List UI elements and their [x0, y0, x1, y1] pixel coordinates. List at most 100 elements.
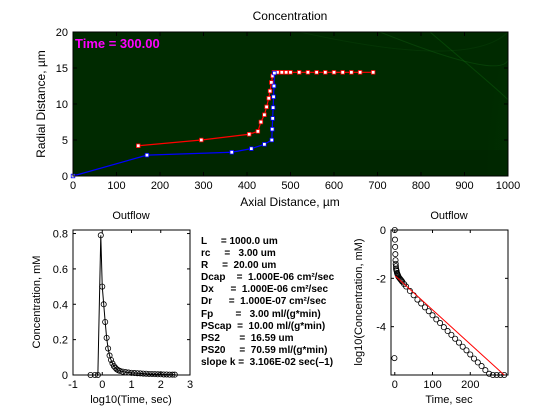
series-marker	[271, 83, 277, 89]
param-line: PScap = 10.00 ml/(g*min)	[201, 320, 326, 332]
series-marker	[305, 70, 311, 75]
series-marker	[418, 300, 425, 307]
series-marker	[258, 119, 264, 125]
series-marker	[100, 301, 107, 308]
series-marker	[314, 70, 319, 75]
series-marker	[467, 351, 474, 358]
series-marker	[501, 371, 508, 378]
x-tick-label: 1	[128, 379, 134, 391]
series-marker	[421, 304, 428, 311]
y-tick-label: 0.6	[53, 264, 68, 276]
series-marker	[144, 152, 150, 158]
series-marker	[482, 367, 489, 374]
x-tick-label: 700	[368, 180, 386, 192]
outflow-log-series	[391, 226, 508, 378]
series-marker	[99, 283, 106, 290]
series-marker	[403, 283, 410, 290]
series-marker	[97, 232, 104, 239]
series-marker	[146, 370, 153, 377]
series-marker	[266, 96, 271, 101]
series-marker	[391, 236, 398, 243]
series-marker	[134, 370, 141, 377]
outflow-log-xlabel: Time, sec	[425, 394, 473, 406]
series-marker	[157, 371, 164, 378]
series-marker	[271, 94, 276, 99]
x-tick-label: 800	[412, 180, 430, 192]
series-marker	[392, 243, 399, 250]
y-tick-label: 0	[62, 370, 68, 382]
y-tick-label: 0	[62, 171, 68, 183]
series-marker	[108, 356, 115, 363]
series-marker	[140, 370, 147, 377]
param-line: PS2 = 16.59 um	[201, 332, 294, 344]
series-marker	[493, 371, 500, 378]
x-tick-label: 0	[99, 379, 105, 391]
series-marker	[279, 70, 284, 75]
outflow-linear-xlabel: log10(Time, sec)	[90, 394, 172, 406]
param-line: R = 20.00 um	[201, 260, 277, 272]
x-tick-label: 3	[187, 379, 193, 391]
series-marker	[437, 320, 444, 327]
series-marker	[199, 137, 204, 143]
outflow-linear-title: Outflow	[112, 210, 149, 222]
y-tick-label: 0	[380, 225, 386, 237]
series-marker	[288, 70, 293, 75]
x-tick-label: 0	[392, 379, 398, 391]
y-tick-label: -2	[376, 273, 386, 285]
series-marker	[102, 318, 109, 325]
time-annotation: Time = 300.00	[75, 36, 160, 51]
outflow-log-axes-box	[390, 229, 509, 376]
series-marker	[331, 70, 337, 75]
x-tick-label: 0	[70, 180, 76, 192]
heatmap-field	[73, 32, 508, 176]
series-marker	[143, 370, 150, 377]
series-marker	[452, 335, 459, 342]
outflow-linear-axes-box	[72, 229, 191, 376]
series-marker	[296, 70, 302, 75]
series-marker	[448, 331, 455, 338]
series-marker	[262, 112, 267, 117]
x-tick-label: 300	[194, 180, 212, 192]
y-tick-label: 15	[56, 63, 68, 75]
series-marker	[323, 70, 328, 75]
series-marker	[429, 312, 436, 319]
series-marker	[478, 363, 485, 370]
series-marker	[474, 359, 481, 366]
series-marker	[357, 70, 363, 75]
series-marker	[397, 276, 404, 283]
series-marker	[103, 334, 110, 341]
series-marker	[459, 343, 466, 350]
series-marker	[148, 370, 155, 377]
series-marker	[370, 70, 376, 75]
series-marker	[349, 70, 354, 75]
param-line: Dcap = 1.000E-06 cm²/sec	[201, 272, 335, 284]
y-tick-label: 10	[56, 99, 68, 111]
outflow-log-title: Outflow	[430, 210, 467, 222]
param-line: L = 1000.0 um	[201, 236, 278, 247]
series-marker	[136, 143, 141, 148]
heatmap-ylabel: Radial Distance, µm	[34, 50, 48, 158]
series-marker	[406, 287, 413, 294]
x-tick-label: 500	[281, 180, 299, 192]
outflow-linear-ticks: -1 0 1 2 300.20.40.60.8	[53, 229, 193, 391]
outflow-linear-panel: -1 0 1 2 300.20.40.60.8 Outflow log10(Time, …	[31, 210, 193, 406]
series-marker	[486, 370, 493, 377]
y-tick-label: 0.8	[53, 229, 68, 241]
series-marker	[444, 328, 451, 335]
series-marker	[94, 371, 101, 378]
x-tick-label: 1000	[496, 180, 520, 192]
series-marker	[392, 251, 399, 258]
series-marker	[264, 104, 269, 110]
x-tick-label: 400	[238, 180, 256, 192]
param-line: Dr = 1.000E-07 cm²/sec	[201, 296, 327, 308]
outflow-linear-series	[87, 232, 178, 378]
series-marker	[262, 142, 267, 147]
series-marker	[246, 132, 252, 137]
x-tick-label: 100	[107, 180, 125, 192]
series-marker	[269, 80, 274, 85]
x-tick-label: -1	[68, 379, 78, 391]
series-marker	[270, 105, 276, 110]
outflow-log-ticks: 0 100 200 0 -2 -4	[376, 225, 508, 391]
param-line: Fp = 3.00 ml/(g*min)	[201, 308, 321, 320]
series-marker	[392, 257, 399, 264]
